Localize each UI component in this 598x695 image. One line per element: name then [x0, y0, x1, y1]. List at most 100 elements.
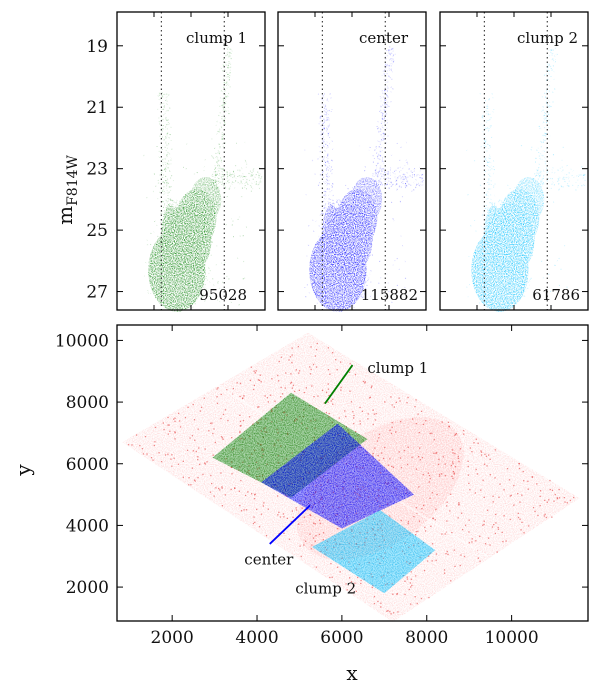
- field-point: [254, 494, 256, 496]
- cmd-point: [191, 276, 193, 278]
- cmd-point: [169, 225, 171, 227]
- cmd-point: [241, 175, 243, 177]
- cmd-label-center: center: [359, 29, 409, 47]
- cmd-point: [357, 225, 359, 227]
- cmd-point: [189, 240, 192, 242]
- cmd-point: [260, 181, 263, 183]
- cmd-point: [485, 227, 487, 229]
- cmd-point: [342, 230, 344, 232]
- cmd-point: [493, 205, 495, 207]
- cmd-point: [313, 230, 315, 232]
- cmd-point: [329, 202, 331, 204]
- cmd-point: [304, 149, 306, 151]
- cmd-point: [340, 279, 342, 281]
- cmd-point: [175, 241, 177, 243]
- cmd-point: [568, 172, 570, 174]
- cmd-point: [364, 170, 366, 172]
- cmd-point: [365, 259, 367, 261]
- cmd-point: [348, 254, 350, 256]
- cmd-point: [369, 254, 371, 256]
- cmd-point: [214, 168, 216, 170]
- cmd-point: [215, 197, 217, 199]
- cmd-point: [346, 252, 348, 254]
- cmd-point: [359, 284, 362, 286]
- cmd-point: [500, 278, 502, 281]
- field-point: [291, 387, 293, 389]
- cmd-point: [497, 213, 499, 215]
- cmd-point: [380, 149, 382, 151]
- cmd-point: [220, 159, 222, 161]
- cmd-point: [165, 213, 168, 216]
- cmd-point: [357, 266, 359, 268]
- cmd-point: [503, 265, 505, 267]
- field-point: [142, 453, 145, 455]
- cmd-point: [186, 283, 188, 285]
- field-point: [353, 417, 355, 419]
- cmd-point: [359, 251, 361, 253]
- cmd-point: [343, 254, 345, 256]
- field-point: [471, 538, 473, 540]
- cmd-point: [348, 255, 350, 257]
- cmd-point: [485, 146, 487, 148]
- field-point: [350, 401, 353, 403]
- cmd-point: [378, 191, 380, 193]
- cmd-point: [335, 251, 338, 253]
- cmd-point: [369, 197, 371, 199]
- cmd-point: [224, 142, 226, 144]
- cmd-point: [487, 227, 489, 229]
- cmd-point: [192, 248, 194, 251]
- cmd-point: [322, 95, 324, 97]
- cmd-point: [327, 135, 329, 137]
- cmd-point: [194, 281, 196, 283]
- cmd-point: [550, 187, 552, 189]
- cmd-point: [380, 122, 382, 124]
- cmd-point: [377, 175, 379, 177]
- cmd-point: [541, 178, 544, 180]
- cmd-point: [242, 278, 244, 280]
- cmd-point: [540, 191, 542, 193]
- cmd-point: [186, 295, 189, 297]
- cmd-point: [335, 215, 337, 218]
- field-point: [202, 473, 204, 475]
- field-point: [441, 533, 443, 535]
- cmd-point: [229, 170, 231, 172]
- field-point: [295, 507, 297, 509]
- cmd-point: [201, 280, 203, 282]
- field-point: [214, 441, 216, 444]
- cmd-point: [251, 174, 253, 176]
- cmd-point: [510, 268, 512, 270]
- cmd-point: [327, 182, 329, 184]
- cmd-point: [165, 168, 167, 171]
- cmd-point: [356, 285, 358, 287]
- cmd-point: [223, 109, 226, 111]
- cmd-point: [521, 240, 523, 242]
- cmd-point: [512, 225, 514, 227]
- cmd-point: [323, 194, 325, 196]
- field-point: [494, 449, 496, 451]
- cmd-point: [521, 233, 523, 235]
- cmd-point: [336, 250, 338, 252]
- cmd-point: [224, 89, 226, 91]
- field-point: [404, 580, 406, 582]
- cmd-point: [507, 216, 509, 218]
- field-point: [429, 497, 431, 499]
- cmd-point: [506, 233, 508, 235]
- cmd-point: [346, 291, 348, 293]
- field-point: [168, 424, 170, 426]
- cmd-point: [216, 245, 218, 247]
- cmd-point: [340, 220, 342, 222]
- cmd-point: [183, 166, 185, 168]
- cmd-point: [189, 248, 191, 250]
- cmd-point: [166, 95, 169, 97]
- cmd-point: [179, 246, 181, 248]
- cmd-point: [484, 127, 486, 130]
- cmd-point: [558, 284, 560, 286]
- cmd-point: [505, 253, 507, 255]
- cmd-point: [375, 202, 377, 204]
- cmd-point: [215, 180, 218, 182]
- field-point: [200, 406, 203, 408]
- cmd-point: [164, 238, 166, 240]
- cmd-point: [517, 207, 519, 209]
- cmd-point: [322, 131, 324, 133]
- cmd-point: [544, 96, 547, 98]
